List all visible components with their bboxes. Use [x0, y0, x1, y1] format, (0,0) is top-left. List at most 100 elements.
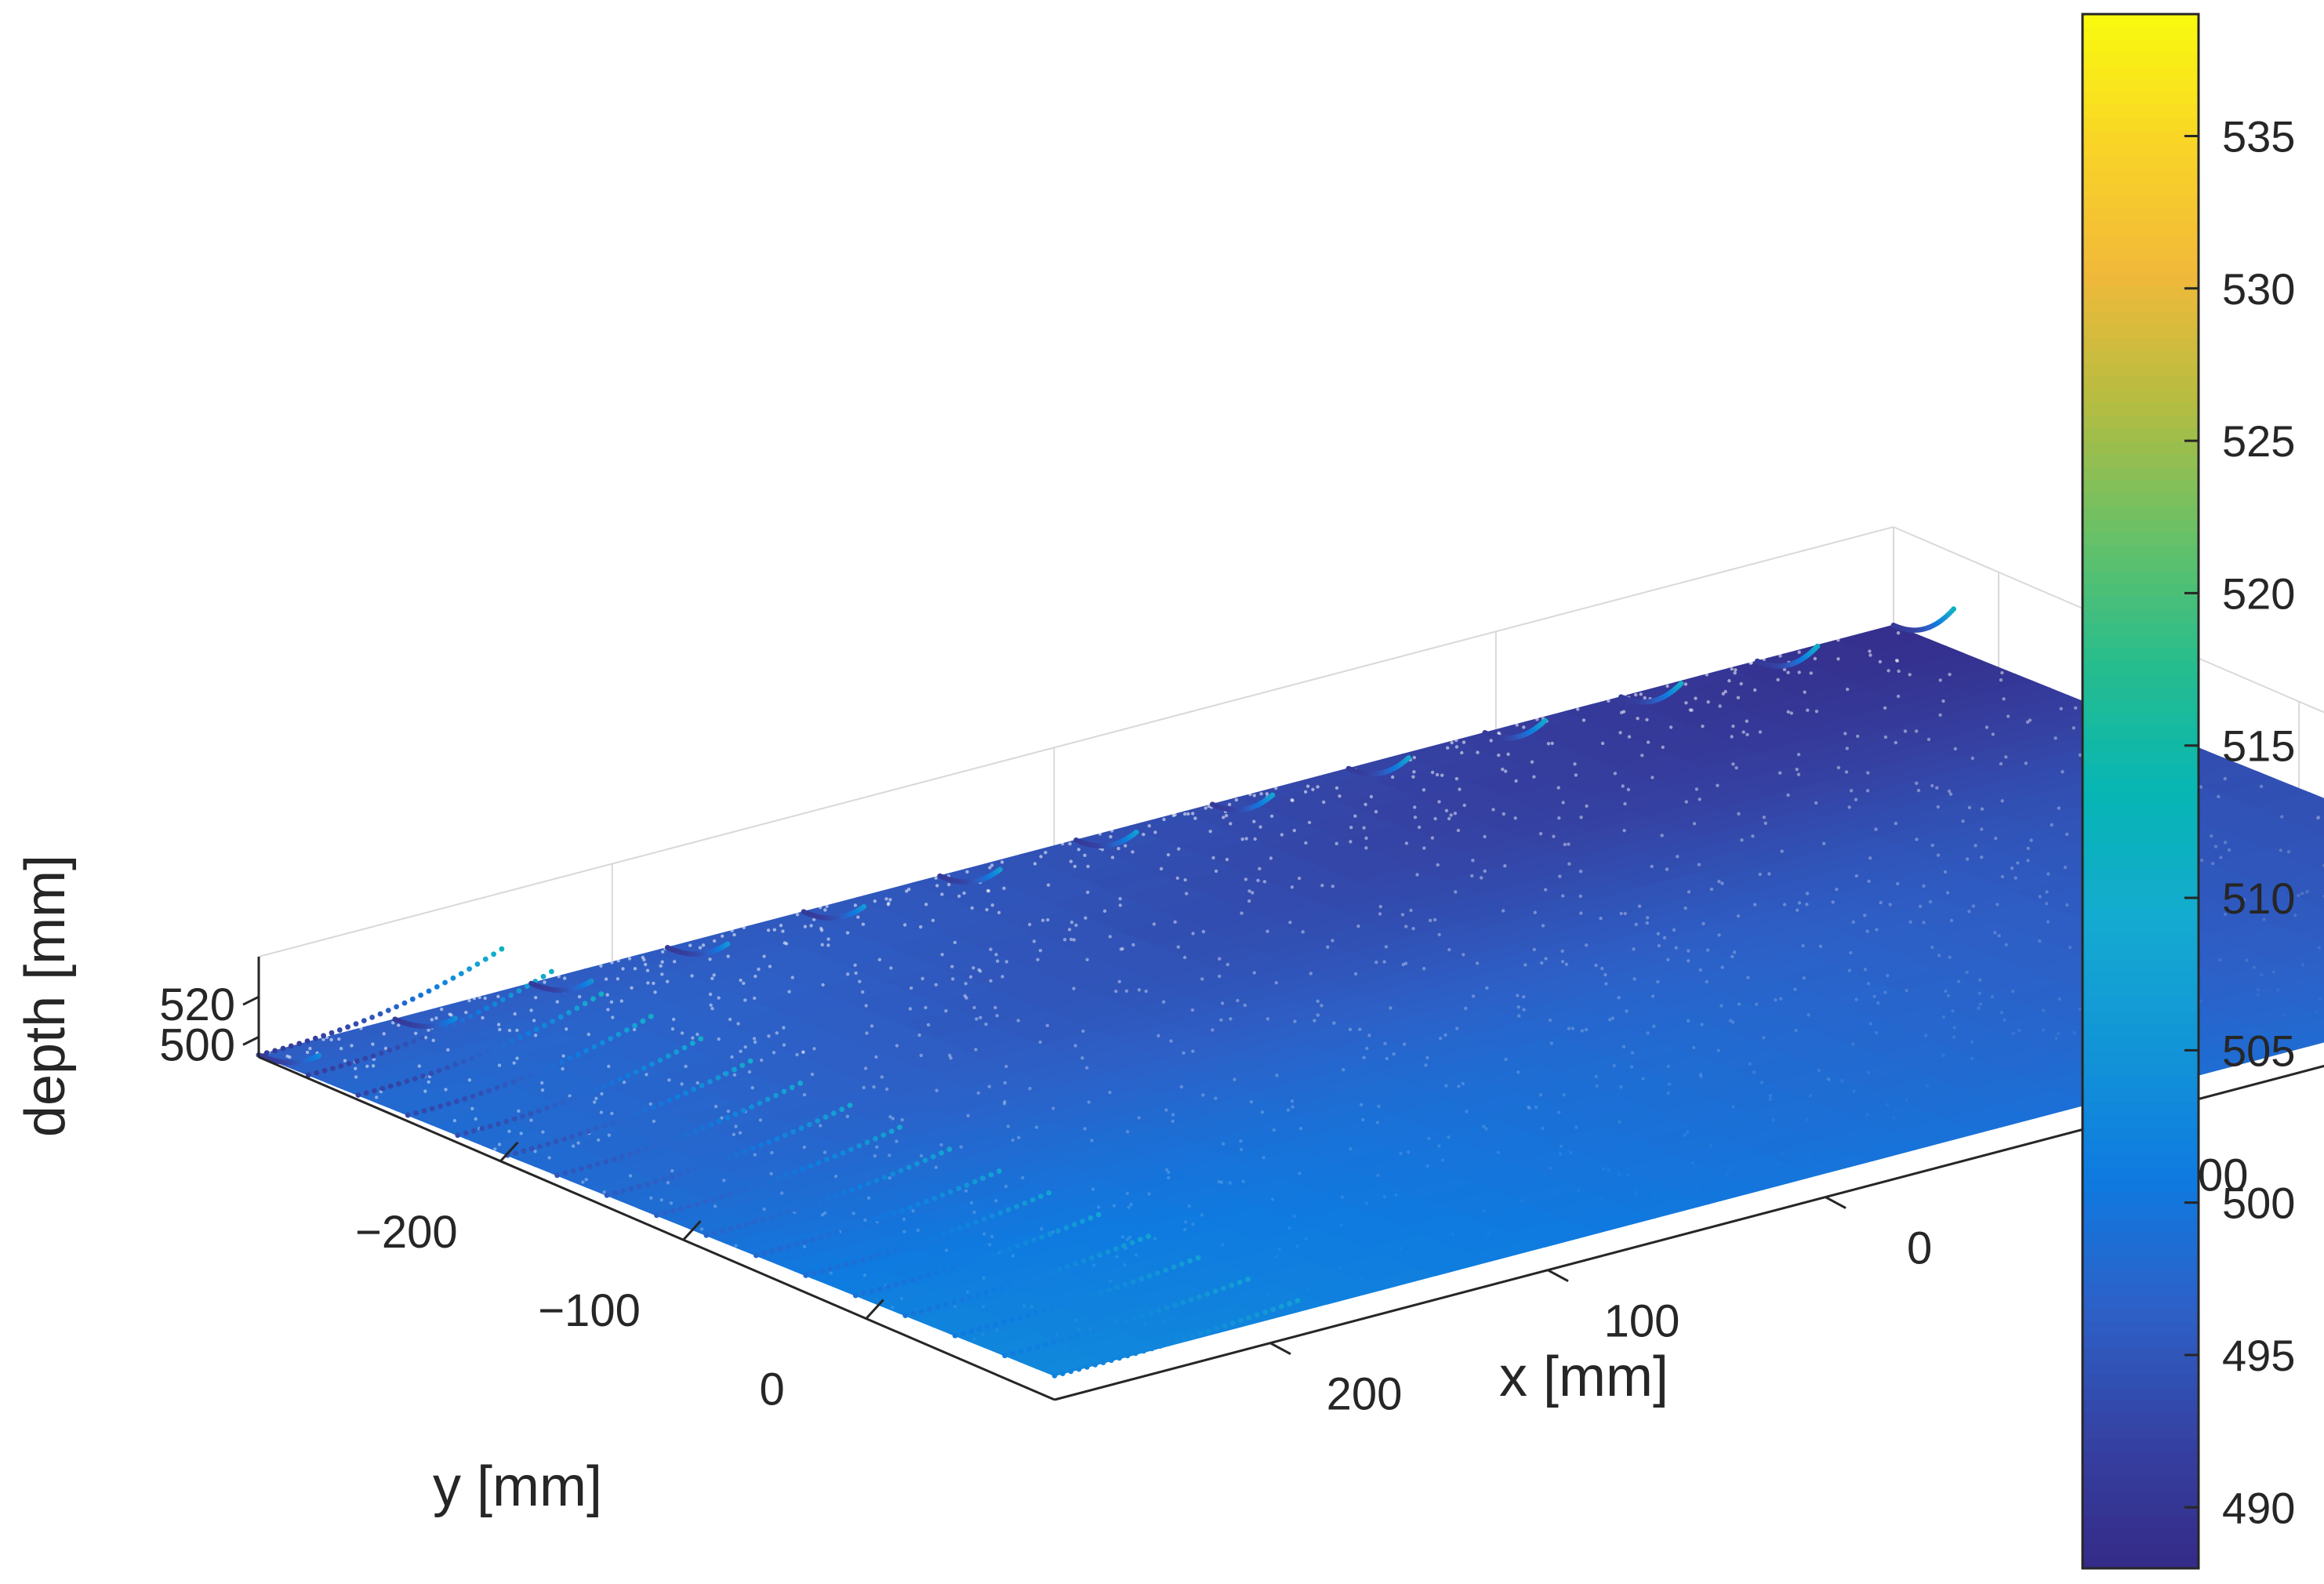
edge-point	[657, 1057, 663, 1063]
surface-speckle	[963, 994, 967, 998]
colorbar-band	[2083, 325, 2199, 339]
surface-speckle	[948, 1053, 952, 1058]
surface-speckle	[953, 1304, 957, 1309]
surface-speckle	[464, 1010, 468, 1015]
surface-patch	[2311, 972, 2324, 981]
surface-speckle	[2064, 832, 2069, 837]
surface-speckle	[2046, 872, 2050, 876]
surface-speckle	[990, 1234, 994, 1239]
surface-speckle	[607, 1133, 612, 1137]
surface-speckle	[602, 1190, 606, 1194]
surface-speckle	[1356, 924, 1360, 928]
edge-point	[1095, 1212, 1102, 1218]
surface-speckle	[1796, 908, 1799, 912]
surface-speckle	[1665, 867, 1669, 871]
colorbar-band	[2083, 1283, 2199, 1298]
surface-speckle	[1322, 800, 1326, 805]
surface-speckle	[1721, 692, 1725, 696]
surface-speckle	[2223, 776, 2227, 781]
surface-speckle	[1108, 1279, 1113, 1283]
surface-speckle	[1574, 773, 1578, 777]
surface-speckle	[1552, 834, 1556, 838]
surface-speckle	[1083, 1127, 1087, 1131]
edge-point	[462, 1095, 467, 1102]
surface-speckle	[1364, 846, 1368, 850]
surface-speckle	[2014, 876, 2017, 880]
surface-speckle	[997, 910, 1001, 915]
edge-point	[847, 1103, 853, 1108]
surface-speckle	[863, 1066, 868, 1070]
edge-point	[549, 968, 554, 975]
surface-speckle	[1045, 1023, 1050, 1028]
edge-point	[873, 1178, 880, 1183]
surface-speckle	[1595, 1084, 1599, 1088]
colorbar-band	[2083, 104, 2199, 119]
colorbar-band	[2083, 752, 2199, 766]
edge-point	[1188, 1297, 1194, 1302]
surface-speckle	[2053, 736, 2057, 740]
edge-point	[747, 1058, 753, 1064]
surface-speckle	[916, 1228, 921, 1233]
surface-speckle	[743, 998, 747, 1002]
surface-speckle	[858, 979, 862, 983]
colorbar-band	[2083, 1114, 2199, 1129]
edge-point	[617, 1077, 623, 1082]
x-axis-line	[258, 1055, 1055, 1401]
surface-speckle	[1454, 738, 1458, 743]
edge-point	[734, 1152, 739, 1157]
colorbar-band	[2083, 234, 2199, 249]
surface-speckle	[670, 1027, 675, 1031]
surface-speckle	[1685, 1130, 1690, 1135]
surface-speckle	[900, 1117, 904, 1122]
surface-speckle	[708, 957, 712, 961]
surface-speckle	[1730, 735, 1734, 739]
surface-speckle	[1487, 1233, 1490, 1236]
colorbar-band	[2083, 1063, 2199, 1077]
edge-point	[1245, 1277, 1251, 1282]
surface-speckle	[2078, 1007, 2082, 1011]
surface-speckle	[736, 1022, 740, 1026]
surface-speckle	[1908, 673, 1912, 677]
surface-speckle	[1550, 741, 1554, 746]
surface-speckle	[2065, 903, 2069, 907]
edge-point	[1270, 1306, 1276, 1313]
surface-speckle	[1965, 970, 1969, 975]
edge-point	[394, 1004, 399, 1010]
edge-point	[436, 1067, 442, 1074]
edge-point	[1890, 623, 1897, 628]
surface-speckle	[1384, 945, 1389, 949]
edge-point	[438, 1103, 443, 1110]
surface-speckle	[1265, 1017, 1270, 1021]
colorbar-band	[2083, 1257, 2199, 1272]
surface-speckle	[2010, 866, 2014, 870]
surface-speckle	[543, 980, 547, 984]
surface-patch	[2304, 822, 2324, 836]
edge-point	[528, 1146, 535, 1152]
surface-patch	[2279, 914, 2324, 935]
surface-speckle	[1389, 1006, 1393, 1010]
edge-point	[1040, 1272, 1046, 1278]
surface-speckle	[1793, 987, 1797, 991]
edge-point	[1156, 1307, 1162, 1313]
surface-speckle	[2211, 862, 2215, 866]
edge-point	[749, 1104, 754, 1110]
surface-speckle	[734, 1124, 738, 1128]
surface-speckle	[902, 923, 907, 927]
colorbar-band	[2083, 648, 2199, 663]
colorbar-band	[2083, 1335, 2199, 1350]
surface-speckle	[935, 884, 939, 888]
surface-speckle	[1229, 1017, 1233, 1021]
surface-patch	[2282, 880, 2324, 899]
edge-point	[849, 1186, 855, 1193]
surface-speckle	[781, 929, 785, 933]
surface-speckle	[1730, 667, 1734, 671]
surface-speckle	[730, 1055, 734, 1059]
surface-speckle	[1193, 816, 1197, 820]
x-axis-label: x [mm]	[1499, 1346, 1669, 1408]
surface-speckle	[2282, 1012, 2287, 1017]
surface-speckle	[1219, 1018, 1223, 1022]
edge-point	[840, 1150, 846, 1156]
surface-speckle	[712, 973, 716, 977]
edge-point	[1059, 1371, 1066, 1376]
